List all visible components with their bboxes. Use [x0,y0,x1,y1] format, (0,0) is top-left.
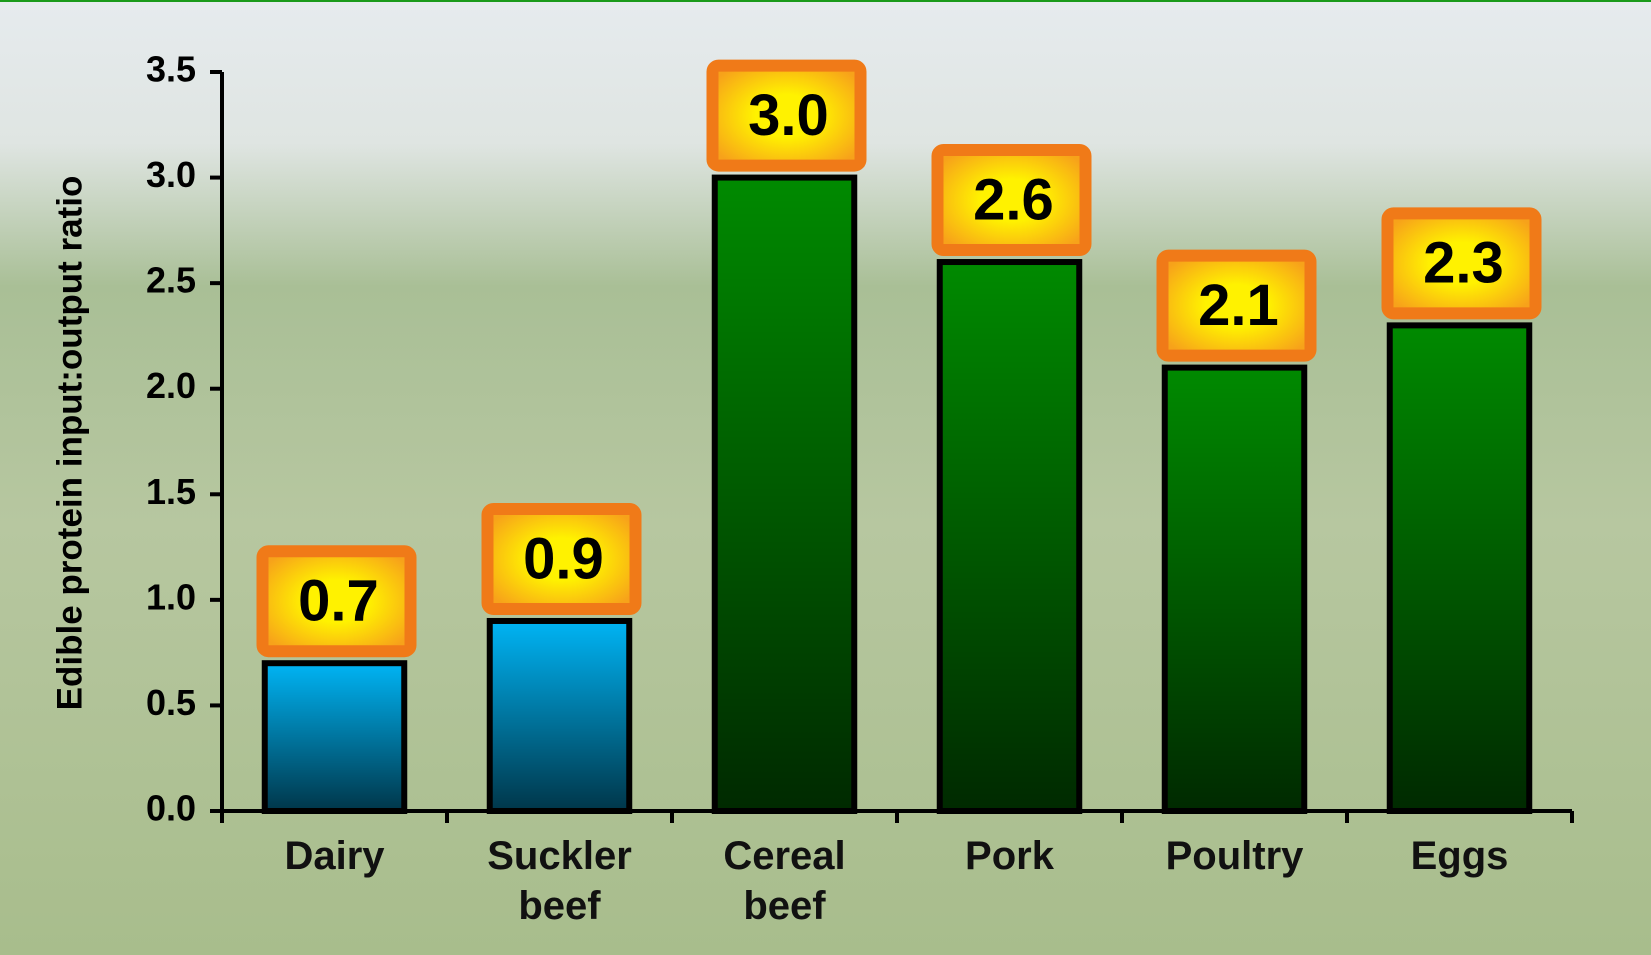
value-label: 0.7 [298,569,379,634]
bar-shade [1390,325,1530,811]
y-tick-label: 3.5 [146,49,196,90]
value-label: 3.0 [748,83,829,148]
bar-shade [715,178,855,811]
bar-shade [265,663,405,811]
y-tick-label: 0.0 [146,788,196,829]
x-tick-label: Eggs [1375,831,1545,881]
bar-shade [490,621,630,811]
chart: Edible protein input:output ratio 0.0 0.5… [0,0,1651,955]
y-tick-label: 2.0 [146,365,196,406]
x-tick-label: Pork [925,831,1095,881]
y-tick-label: 0.5 [146,682,196,723]
y-tick-label: 3.0 [146,154,196,195]
value-label: 2.3 [1423,231,1504,296]
value-label: 2.6 [973,167,1054,232]
chart-page: Edible protein input:output ratio 0.0 0.5… [0,0,1651,955]
bar-shade [1165,368,1305,811]
y-tick-label: 1.5 [146,471,196,512]
y-axis-title: Edible protein input:output ratio [50,176,89,711]
y-tick-label: 1.0 [146,576,196,617]
top-border [0,0,1651,2]
value-label: 0.9 [523,526,604,591]
x-tick-label: Cereal beef [700,831,870,931]
y-tick-label: 2.5 [146,260,196,301]
x-tick-label: Suckler beef [475,831,645,931]
x-tick-label: Dairy [250,831,420,881]
x-tick-label: Poultry [1150,831,1320,881]
bar-shade [940,262,1080,811]
value-label: 2.1 [1198,273,1279,338]
